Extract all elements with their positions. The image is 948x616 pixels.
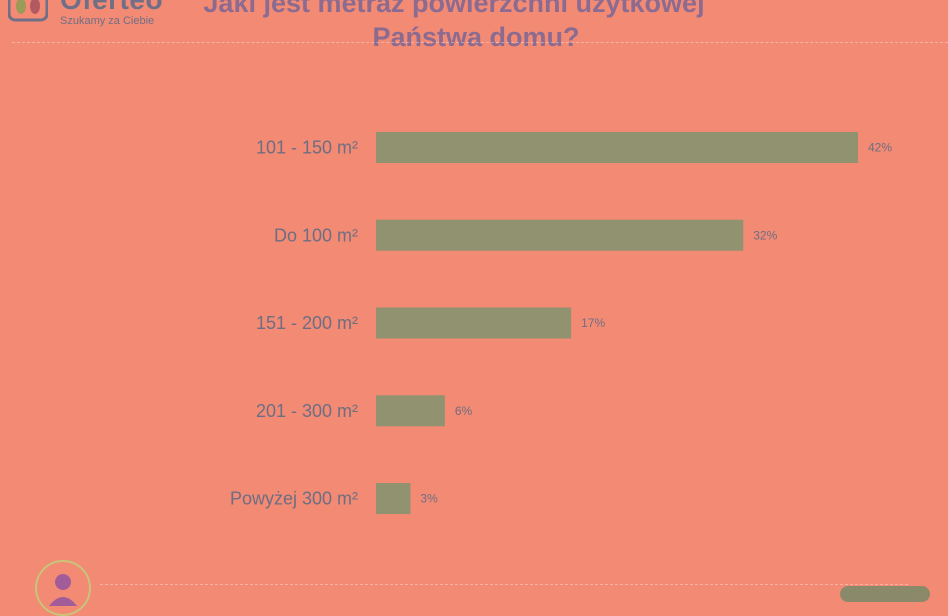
bar <box>376 395 445 427</box>
category-label: Do 100 m² <box>274 225 358 245</box>
bar <box>376 307 572 339</box>
category-label: 101 - 150 m² <box>256 138 358 158</box>
footer-button[interactable] <box>840 586 930 602</box>
footer-divider <box>100 584 908 585</box>
chart-title: Jaki jest metraż powierzchni użytkowej P… <box>0 0 948 54</box>
header-divider <box>12 42 948 43</box>
category-label: 151 - 200 m² <box>256 313 358 333</box>
logo-name: Oferteo <box>60 0 163 14</box>
bar <box>376 483 411 514</box>
oferteo-logo[interactable]: Oferteo Szukamy za Ciebie <box>7 0 163 27</box>
bar-chart: 101 - 150 m² 42% Do 100 m² 32% 151 - 200 m² 1… <box>230 132 892 514</box>
category-label: 201 - 300 m² <box>256 401 358 421</box>
chart-title-line-1: Jaki jest metraż powierzchni użytkowej <box>203 0 705 18</box>
value-label: 32% <box>753 228 777 242</box>
value-label: 42% <box>868 141 892 155</box>
person-icon <box>49 574 77 606</box>
category-label: Powyżej 300 m² <box>230 489 358 509</box>
logo-tagline: Szukamy za Ciebie <box>60 15 155 27</box>
value-label: 6% <box>455 404 473 418</box>
bar <box>376 132 858 163</box>
value-label: 17% <box>581 316 605 330</box>
chart-title-line-2: Państwa domu? <box>372 22 580 52</box>
logo-leaves-icon <box>7 0 49 22</box>
bar <box>376 219 744 251</box>
consultant-avatar <box>35 560 91 616</box>
value-label: 3% <box>420 492 438 506</box>
